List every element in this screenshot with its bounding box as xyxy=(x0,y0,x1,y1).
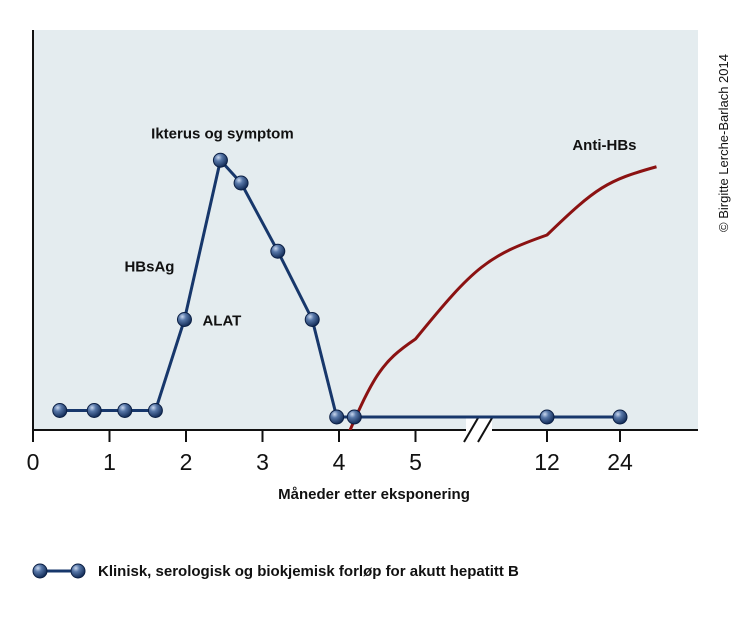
x-tick-label: 3 xyxy=(256,449,269,475)
data-point xyxy=(270,243,286,259)
data-point xyxy=(329,409,345,425)
data-point xyxy=(612,409,628,425)
x-tick-label: 5 xyxy=(409,449,422,475)
x-tick-label: 0 xyxy=(27,449,40,475)
legend-marker-icon xyxy=(32,563,86,579)
x-ticks: 0 1 2 3 4 5 12 24 xyxy=(27,430,633,475)
axis-break-mark xyxy=(477,417,493,443)
data-point xyxy=(86,403,102,418)
data-point xyxy=(117,403,133,418)
anti-hbs-curve xyxy=(348,165,657,430)
x-tick-label: 1 xyxy=(103,449,116,475)
x-tick-label: 4 xyxy=(333,449,346,475)
data-point xyxy=(52,403,68,418)
x-tick-label: 12 xyxy=(534,449,560,475)
annotation-label: HBsAg xyxy=(124,259,174,276)
legend-label: Klinisk, serologisk og biokjemisk forløp… xyxy=(98,562,519,580)
x-tick-label: 2 xyxy=(180,449,193,475)
x-tick-label: 24 xyxy=(607,449,633,475)
annotation-label: ALAT xyxy=(202,313,241,330)
data-point xyxy=(346,409,362,425)
copyright-text: © Birgitte Lerche-Barlach 2014 xyxy=(716,54,731,232)
annotation-label: Anti-HBs xyxy=(572,137,636,154)
data-point xyxy=(147,403,163,418)
data-point xyxy=(233,175,249,191)
data-point xyxy=(176,312,192,327)
legend: Klinisk, serologisk og biokjemisk forløp… xyxy=(30,558,519,584)
annotation-label: Ikterus og symptom xyxy=(151,125,294,142)
data-point xyxy=(304,312,320,327)
plot-background xyxy=(33,30,698,430)
annotations: Ikterus og symptom HBsAg ALAT Anti-HBs xyxy=(124,125,636,329)
data-markers xyxy=(52,152,628,425)
data-point xyxy=(212,152,228,168)
x-axis-label: Måneder etter eksponering xyxy=(278,486,470,503)
axis-break-mark xyxy=(463,417,479,443)
data-point xyxy=(539,409,555,425)
